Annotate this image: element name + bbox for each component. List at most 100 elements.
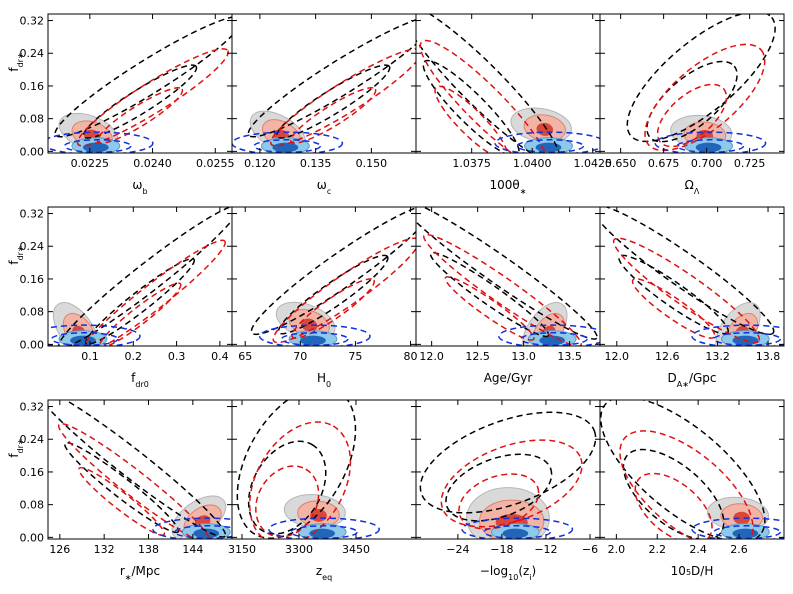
contour [54,15,232,138]
x-tick-label: 0.3 [168,350,186,363]
y-tick-label: 0.16 [20,466,45,479]
contour [280,332,349,346]
contour [732,528,759,539]
y-tick-label: 0.32 [20,208,45,221]
contour [48,324,141,346]
axis-label: ΩΛ [685,178,700,196]
x-tick-label: 3450 [342,543,370,556]
contour [445,453,553,522]
contour [275,64,391,139]
y-tick-label: 0.00 [20,145,45,158]
label-part: f [7,67,21,72]
label-part: Λ [694,187,700,196]
contour [84,257,196,346]
panel [232,15,416,153]
contour [272,142,299,153]
label-part: (z [518,564,529,578]
label-part: 0 [326,380,331,389]
panel [48,15,232,153]
label-part: /Mpc [132,564,161,578]
contour [419,411,597,514]
contour [494,131,600,153]
label-part: z [316,564,322,578]
axis-label: ωb [132,178,147,196]
contour [634,472,713,539]
label-part: eq [322,573,332,582]
panel [600,207,784,346]
y-tick-label: 0.24 [20,433,45,446]
panel-frame [415,13,601,154]
contour [695,142,722,153]
x-tick-label: 2.4 [689,543,707,556]
x-tick-label: 13.5 [557,350,582,363]
panel [600,400,784,539]
contour [247,440,327,535]
axis-label: H0 [317,371,331,389]
x-tick-label: 80 [403,350,417,363]
axis-label: −log10(zi) [480,564,536,582]
contour [174,525,232,539]
contour [250,207,416,336]
x-tick-label: 144 [182,543,203,556]
y-tick-label: 0.16 [20,273,45,286]
label-part: i [529,573,531,582]
contour [502,528,529,539]
y-tick-label: 0.32 [20,401,45,414]
y-tick-label: 0.16 [20,80,45,93]
contour [270,48,416,147]
label-part: ∗ [125,573,132,582]
x-tick-label: 0.1 [81,350,99,363]
contour [48,400,227,538]
contour [612,237,761,344]
y-tick-label: 0.00 [20,338,45,351]
axis-label: 100θ∗ [490,178,527,196]
contour [76,48,229,147]
axis-label: DA∗/Gpc [668,371,717,389]
contour [57,422,212,539]
contour [258,324,371,346]
x-tick-label: 0.0225 [71,157,110,170]
label-part: /Gpc [689,371,717,385]
label-part: −log [480,564,508,578]
contour [300,335,326,346]
label-part: Ω [685,178,694,192]
y-tick-label: 0.00 [20,531,45,544]
contour [644,43,766,152]
x-tick-label: 1.0425 [573,157,612,170]
x-tick-label: −6 [582,543,598,556]
contour [646,60,738,143]
x-tick-label: 132 [94,543,115,556]
contour [631,278,716,339]
panel [416,207,600,346]
contour [78,466,166,537]
axis-label: fdr∗ [7,438,25,457]
x-tick-label: 13.8 [756,350,781,363]
contour [458,473,540,530]
label-part: f [131,371,136,385]
contour [429,251,550,338]
contour [461,517,574,539]
x-tick-label: 65 [238,350,252,363]
x-tick-label: 0.2 [125,350,143,363]
axis-label: fdr0 [131,371,149,389]
label-part: dr∗ [16,52,25,67]
label-part: H [317,371,326,385]
label-part: Age/Gyr [484,371,533,385]
contour [656,83,728,148]
contour [63,441,180,534]
axis-label: fdr∗ [7,52,25,71]
axis-label: r∗/Mpc [120,564,160,582]
contour [691,517,784,539]
contour [498,324,600,346]
contour [272,237,416,344]
x-tick-label: 0.725 [734,157,766,170]
label-part: 10 [671,564,686,578]
contour [444,276,535,341]
contour [416,207,598,340]
contour [63,139,132,153]
contour [600,207,775,336]
contour [290,525,358,539]
x-tick-label: −18 [490,543,513,556]
label-part: b [142,187,147,196]
